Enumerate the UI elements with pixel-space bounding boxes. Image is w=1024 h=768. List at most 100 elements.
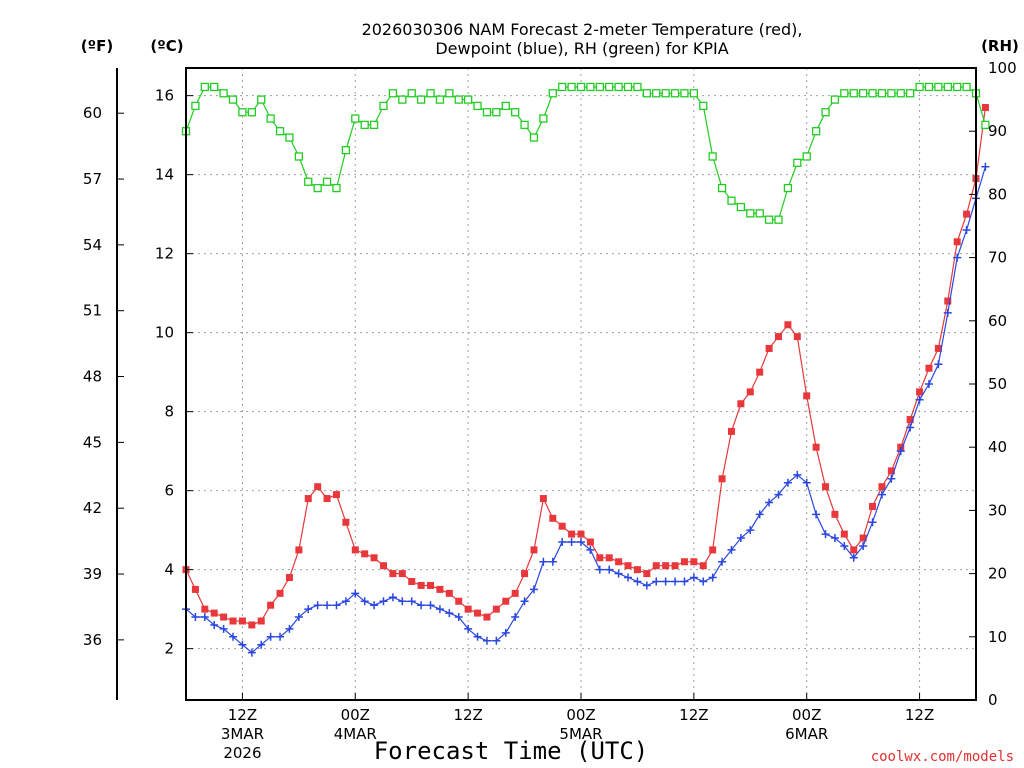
temperature-point	[680, 558, 688, 566]
rh-point	[238, 108, 247, 117]
dewpoint-point	[953, 253, 962, 262]
dewpoint-point	[962, 225, 971, 234]
dewpoint-point	[793, 470, 802, 479]
temperature-point	[596, 554, 604, 562]
temperature-point	[775, 333, 782, 341]
rh-tick-label: 80	[988, 185, 1007, 203]
rh-point	[633, 82, 642, 92]
rh-point	[275, 127, 285, 136]
rh-point	[558, 82, 567, 92]
temperature-point	[756, 368, 764, 376]
dewpoint-point	[746, 526, 755, 535]
rh-point	[576, 82, 586, 92]
rh-point	[492, 108, 501, 117]
rh-point	[793, 158, 802, 167]
dewpoint-point	[539, 557, 548, 566]
temperature-point	[906, 416, 914, 424]
rh-point	[200, 82, 209, 92]
x-tick-label: 3MAR	[221, 725, 264, 743]
rh-point	[294, 152, 304, 161]
temperature-point	[963, 210, 971, 218]
rh-point	[285, 133, 294, 142]
dewpoint-point	[407, 597, 416, 606]
x-tick-label: 5MAR	[559, 725, 602, 743]
temperature-point	[803, 392, 811, 400]
dewpoint-point	[501, 628, 510, 637]
dewpoint-point	[464, 624, 473, 633]
x-tick-label: 12Z	[228, 706, 257, 724]
dewpoint-point	[981, 162, 990, 171]
rh-point	[717, 183, 727, 193]
temperature-point	[662, 562, 670, 570]
rh-point	[755, 209, 764, 218]
dewpoint-point	[765, 498, 774, 507]
rh-point	[887, 89, 896, 98]
temperature-point	[248, 621, 256, 629]
temperature-point	[332, 491, 340, 499]
rh-line	[185, 86, 986, 221]
temperature-point	[699, 562, 707, 570]
dewpoint-point	[351, 589, 360, 598]
temperature-point	[380, 562, 387, 570]
temperature-point	[398, 570, 406, 578]
temperature-point	[981, 104, 989, 111]
rh-point	[858, 89, 868, 98]
temperature-point	[464, 605, 472, 613]
rh-point	[398, 95, 407, 104]
temperature-point	[840, 530, 848, 538]
temperature-point	[737, 400, 745, 408]
temperature-point	[812, 443, 820, 451]
dewpoint-point	[915, 395, 924, 404]
rh-point	[774, 215, 783, 224]
rh-point	[840, 89, 849, 98]
temperature-point	[925, 364, 933, 372]
rh-point	[670, 89, 680, 98]
dewpoint-point	[633, 577, 642, 586]
dewpoint-point	[247, 648, 256, 657]
rh-point	[266, 114, 275, 123]
temperature-point	[831, 510, 839, 518]
dewpoint-point	[718, 557, 727, 566]
temperature-point	[568, 530, 576, 538]
series-layer	[181, 82, 990, 657]
dewpoint-point	[341, 597, 350, 606]
rh-tick-label: 10	[988, 628, 1007, 646]
rh-point	[943, 82, 952, 92]
fahrenheit-tick-label: 42	[83, 499, 102, 517]
x-tick-label: 00Z	[341, 706, 370, 724]
fahrenheit-tick-label: 54	[83, 236, 102, 254]
fahrenheit-tick-label: 45	[83, 433, 102, 451]
celsius-tick-label: 12	[155, 245, 174, 263]
rh-tick-label: 100	[988, 59, 1017, 77]
temperature-point	[304, 495, 312, 503]
rh-point	[313, 183, 322, 193]
temperature-point	[878, 483, 886, 491]
rh-point	[764, 215, 774, 224]
rh-point	[567, 82, 576, 92]
dewpoint-point	[276, 632, 285, 641]
temperature-point	[502, 597, 510, 605]
dewpoint-point	[558, 538, 567, 546]
temperature-point	[229, 617, 237, 625]
rh-point	[482, 108, 492, 117]
x-tick-label: 00Z	[792, 706, 821, 724]
dewpoint-point	[877, 490, 886, 499]
rh-point	[605, 82, 614, 92]
dewpoint-point	[219, 624, 228, 633]
dewpoint-point	[285, 624, 294, 633]
dewpoint-point	[689, 573, 698, 582]
dewpoint-point	[332, 601, 341, 610]
dewpoint-point	[229, 632, 238, 641]
rh-point	[896, 89, 905, 98]
temperature-point	[549, 514, 557, 522]
temperature-point	[652, 562, 660, 570]
temperature-point	[605, 554, 613, 562]
fahrenheit-tick-label: 48	[83, 368, 102, 386]
temperature-point	[577, 530, 585, 538]
rh-point	[934, 82, 943, 92]
temperature-point	[690, 558, 698, 566]
dewpoint-point	[614, 569, 623, 578]
temperature-point	[953, 238, 961, 246]
fahrenheit-tick-label: 51	[83, 302, 102, 320]
